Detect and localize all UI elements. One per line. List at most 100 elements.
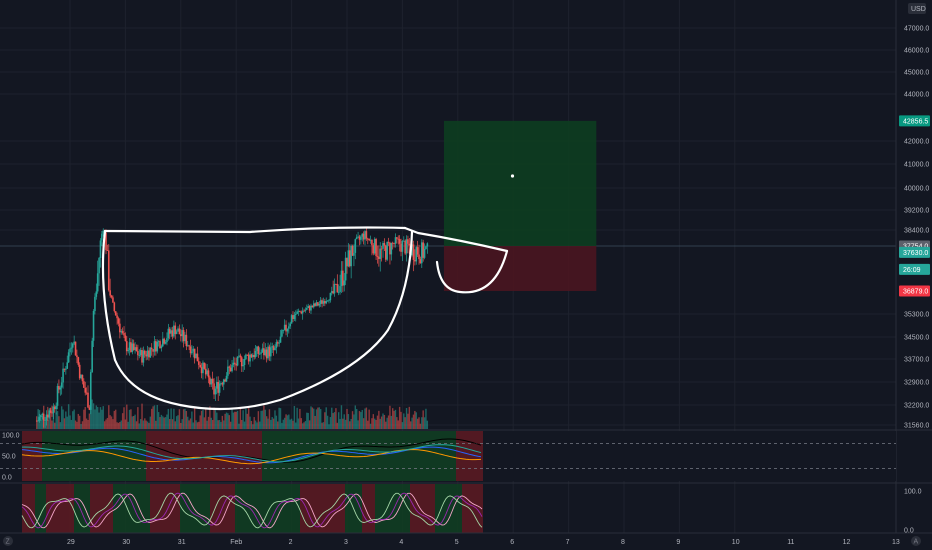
volume-bar [58,416,60,429]
volume-bar [289,419,291,429]
candle-body [157,341,160,342]
candle-body [290,315,293,324]
position-center-handle[interactable] [510,174,515,178]
regime-band [42,431,146,481]
volume-bar [263,405,265,429]
volume-bar [382,413,384,429]
volume-bar [170,408,172,429]
volume-bar [317,407,319,429]
candle-body [318,303,321,306]
candle-body [299,311,301,313]
volume-bar [360,412,362,429]
candle-body [167,328,170,339]
candle-body [139,349,142,356]
candle-body [296,311,298,314]
volume-bar [185,410,188,429]
candle-body [181,330,183,337]
volume-bar [98,412,100,429]
candle-body [254,350,257,358]
currency-badge[interactable] [908,3,926,14]
volume-bar [401,422,404,429]
position-profit-zone[interactable] [443,120,597,246]
candle-body [210,378,213,385]
volume-bar [72,411,74,429]
candle-body [99,240,102,259]
regime-band [210,484,235,533]
time-tick-label: 7 [566,539,570,546]
volume-bar [374,418,376,429]
volume-bar [342,418,344,429]
candle-body [189,346,192,354]
candle-body [127,350,129,352]
volume-bar [91,399,93,429]
price-tick-label: 40000.0 [904,186,929,193]
candle-body [193,348,196,359]
candle-body [134,347,136,350]
candle-body [76,355,78,358]
volume-bar [304,421,307,429]
oscillator-2-pane: 100.0 0.0 [0,482,932,535]
candle-body [378,256,380,260]
volume-bar [379,418,381,429]
volume-bar [66,416,68,429]
candle-body [225,375,228,382]
cup-handle-drawing [101,226,509,411]
candle-body [346,257,348,267]
volume-bar [307,412,309,429]
time-tick-label: 8 [621,539,625,546]
volume-bar [277,421,279,429]
volume-bar [87,419,89,429]
zoom-control[interactable] [3,536,13,546]
volume-bar [151,408,153,429]
candle-body [96,273,99,292]
volume-bar [372,414,375,429]
auto-scale-control[interactable] [911,536,921,546]
price-tick-label: 42000.0 [904,139,929,146]
candle-body [52,406,55,414]
candle-body [270,347,272,357]
volume-bar [198,421,200,429]
volume-bar [178,409,181,429]
candle-body [137,351,139,356]
candle-body [304,309,307,311]
position-loss-zone[interactable] [443,246,597,291]
candle-body [336,284,339,293]
volume-bar [351,411,354,429]
volume-bar [257,411,260,429]
time-tick-label: 29 [67,539,75,546]
candle-body [253,354,256,358]
volume-bar [70,419,73,429]
volume-bar [340,405,343,429]
volume-bar [322,422,325,429]
volume-bar [318,407,320,429]
candle-body [279,336,282,343]
volume-bar [398,406,401,429]
candle-body [174,325,177,335]
volume-bar [403,413,405,429]
candle-body [234,362,236,364]
volume-bar [213,407,215,429]
candle-body [44,420,46,422]
volume-bar [396,417,398,429]
volume-bar [315,409,318,429]
volume-bar [308,420,311,429]
volume-bar [173,408,175,429]
candle-body [358,236,361,240]
candle-body [117,318,120,324]
volume-bar [113,410,116,429]
volume-bar [306,412,308,429]
volume-bar [313,408,315,429]
candle-body [275,342,278,348]
volume-bar [169,418,171,429]
regime-band [462,484,483,533]
price-tick-label: 45000.0 [904,70,929,77]
candle-body [281,330,283,337]
candle-body [83,381,85,388]
currency-label: USD [911,6,926,13]
volume-bar [368,409,370,429]
candle-body [58,386,60,390]
price-tick-label: 47000.0 [904,26,929,33]
time-tick-label: 13 [892,539,900,546]
candle-body [312,303,315,308]
